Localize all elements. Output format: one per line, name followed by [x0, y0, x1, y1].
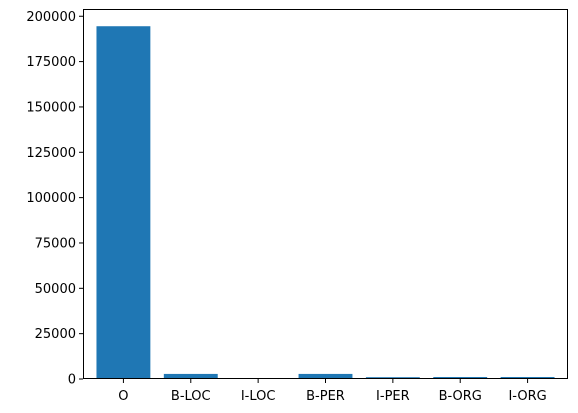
y-axis: 0 25000 50000 75000 100000 125000 150000 175000…	[26, 10, 83, 388]
y-tick-label: 0	[68, 373, 76, 388]
y-tick-label: 200000	[26, 10, 76, 25]
bar-b-per	[298, 373, 353, 379]
y-tick-label: 150000	[26, 100, 76, 115]
x-axis: O B-LOC I-LOC B-PER I-PER B-ORG I-ORG	[118, 379, 547, 404]
bar-o	[96, 26, 151, 379]
x-tick-label: O	[118, 389, 128, 404]
bars-group	[96, 26, 555, 379]
x-tick-label: I-LOC	[241, 389, 276, 404]
y-tick-label: 50000	[35, 282, 76, 297]
x-tick-label: B-ORG	[439, 389, 482, 404]
y-tick-label: 75000	[35, 236, 76, 251]
y-tick-label: 100000	[26, 191, 76, 206]
bar-b-loc	[163, 373, 218, 379]
y-tick-label: 25000	[35, 327, 76, 342]
y-tick-label: 175000	[26, 55, 76, 70]
x-tick-label: I-ORG	[508, 389, 546, 404]
y-tick-label: 125000	[26, 146, 76, 161]
x-tick-label: B-LOC	[171, 389, 211, 404]
plot-frame	[83, 9, 568, 379]
x-tick-label: B-PER	[306, 389, 345, 404]
x-tick-label: I-PER	[376, 389, 410, 404]
